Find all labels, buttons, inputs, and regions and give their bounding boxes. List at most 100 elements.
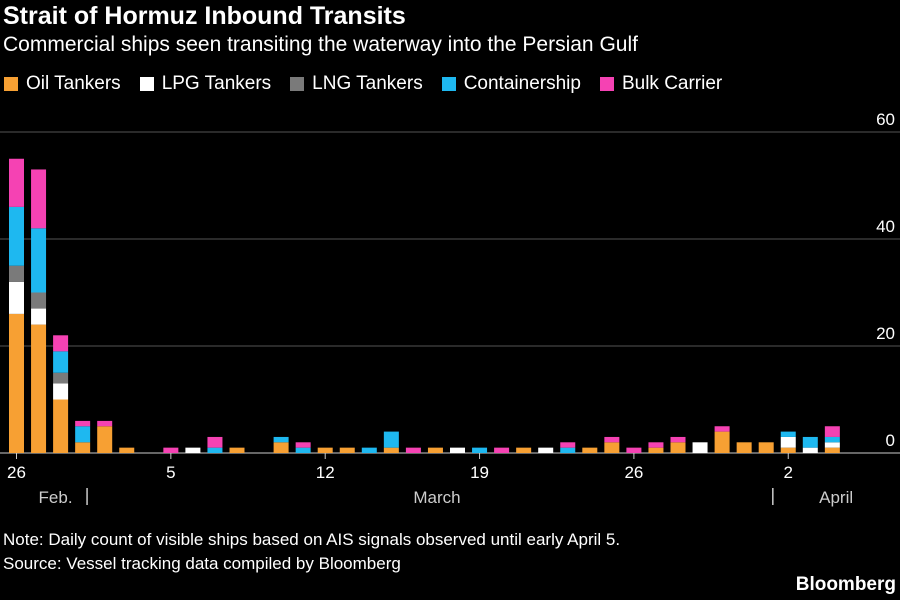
month-label: Feb. [39,488,73,507]
bar-containership [802,436,818,448]
bar-bulk-carrier [670,436,686,443]
bar-bulk-carrier [824,426,840,437]
bar-oil-tankers [339,447,355,453]
legend-item-containership: Containership [441,73,581,95]
legend-swatch [441,77,456,91]
bar-lpg-tankers [9,281,24,314]
bar-oil-tankers [119,447,135,453]
chart-source: Source: Vessel tracking data compiled by… [3,554,401,573]
legend-item-bulk-carrier: Bulk Carrier [599,73,723,95]
bar-oil-tankers [516,447,532,453]
legend-label: LPG Tankers [161,73,272,94]
bar-bulk-carrier [31,169,47,229]
chart-note: Note: Daily count of visible ships based… [3,530,621,549]
y-tick-label: 0 [886,431,895,450]
x-tick-label: 19 [470,463,489,482]
bar-lpg-tankers [780,436,796,448]
bar-oil-tankers [736,442,752,453]
bar-lpg-tankers [53,383,69,400]
bar-lpg-tankers [31,308,47,325]
legend-label: Containership [463,73,581,94]
bar-oil-tankers [383,447,399,453]
bar-oil-tankers [670,442,686,453]
legend-item-lpg-tankers: LPG Tankers [139,73,272,95]
bar-bulk-carrier [560,442,576,448]
chart-subtitle: Commercial ships seen transiting the wat… [3,33,638,56]
bar-bulk-carrier [714,426,730,432]
bar-lpg-tankers [185,447,201,453]
bar-lpg-tankers [824,442,840,448]
legend-item-oil-tankers: Oil Tankers [4,73,121,95]
legend-swatch [290,77,305,91]
bar-bulk-carrier [163,447,179,453]
bar-containership [472,447,488,453]
y-tick-label: 60 [876,110,895,129]
bar-lpg-tankers [802,447,818,453]
bar-oil-tankers [229,447,245,453]
bar-oil-tankers [604,442,620,453]
bar-containership [75,426,91,443]
bar-lng-tankers [31,292,47,309]
bar-bulk-carrier [75,420,91,427]
legend-label: Bulk Carrier [621,73,723,94]
bar-containership [361,447,377,453]
bar-lng-tankers [9,265,24,282]
bar-bulk-carrier [494,447,510,453]
bar-containership [295,447,311,453]
bar-oil-tankers [75,442,91,453]
bar-containership [560,447,576,453]
bar-bulk-carrier [9,158,24,207]
bar-oil-tankers [317,447,333,453]
bar-bulk-carrier [648,442,664,448]
bar-oil-tankers [780,447,796,453]
bar-oil-tankers [53,399,69,453]
legend-item-lng-tankers: LNG Tankers [290,73,423,95]
legend-label: Oil Tankers [26,73,121,94]
bar-oil-tankers [824,447,840,453]
bar-containership [273,436,289,443]
bar-oil-tankers [9,313,24,453]
y-tick-label: 40 [876,217,895,236]
bar-oil-tankers [427,447,443,453]
bar-oil-tankers [758,442,774,453]
bar-bulk-carrier [295,442,311,448]
bar-containership [207,447,223,453]
legend-swatch [599,77,614,91]
x-tick-label: 2 [784,463,793,482]
chart-legend: Oil Tankers LPG Tankers LNG Tankers Contain… [4,73,741,95]
y-tick-label: 20 [876,324,895,343]
bar-bulk-carrier [53,335,69,352]
legend-swatch [4,77,18,91]
bar-containership [53,351,69,373]
bloomberg-logo: Bloomberg [795,574,896,595]
month-label: April [819,488,853,507]
bar-lpg-tankers [538,447,554,453]
stacked-bar-chart: 0 20 40 60 26 5 12 19 26 2 Feb. March April [0,110,900,507]
bar-bulk-carrier [604,436,620,443]
legend-swatch [139,77,154,91]
x-tick-label: 26 [624,463,643,482]
bar-lng-tankers [53,372,69,384]
bar-lpg-tankers [692,442,708,453]
bar-oil-tankers [31,324,47,453]
bar-oil-tankers [714,431,730,453]
x-tick-label: 5 [166,463,175,482]
legend-label: LNG Tankers [312,73,423,94]
bar-containership [824,436,840,443]
month-label: March [413,488,460,507]
bar-containership [780,431,796,437]
bar-containership [383,431,399,448]
bar-oil-tankers [273,442,289,453]
bar-oil-tankers [97,426,113,453]
bar-lpg-tankers [450,447,465,453]
bar-bulk-carrier [207,436,223,448]
chart-title: Strait of Hormuz Inbound Transits [3,2,406,30]
x-tick-label: 12 [316,463,335,482]
bar-oil-tankers [648,447,664,453]
bar-containership [31,228,47,293]
bar-oil-tankers [582,447,598,453]
bar-containership [9,206,24,266]
bar-bulk-carrier [626,447,642,453]
bar-bulk-carrier [97,420,113,427]
x-tick-label: 26 [7,463,26,482]
